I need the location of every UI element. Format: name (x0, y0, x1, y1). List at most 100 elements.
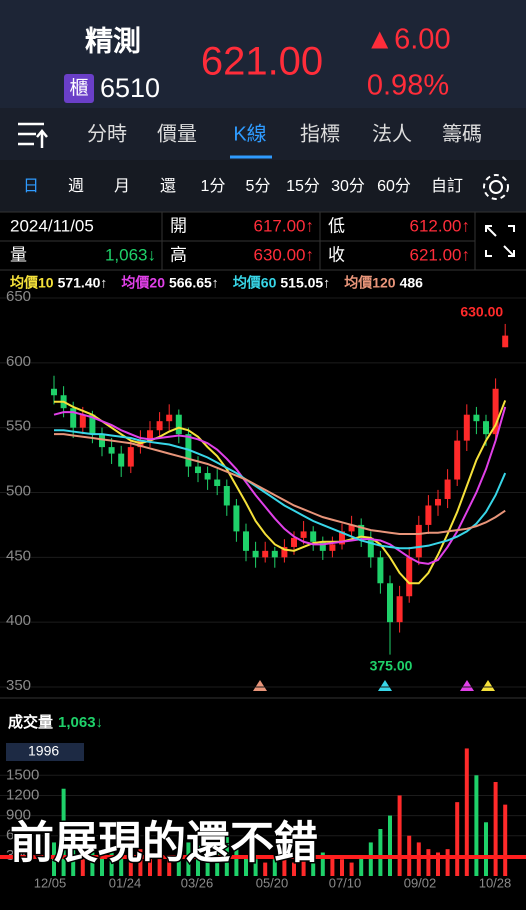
candle-body (377, 557, 384, 584)
x-tick-label: 05/20 (256, 875, 289, 890)
volume-bar (138, 849, 143, 876)
candle-body (51, 388, 57, 396)
tab[interactable]: 價量 (157, 122, 197, 145)
volume-bar (311, 855, 316, 876)
candle-body (492, 388, 499, 435)
candle-body (387, 583, 393, 623)
y-tick-label: 550 (6, 418, 31, 435)
volume-tick-label: 1200 (6, 786, 39, 803)
close-label: 收 (328, 245, 345, 264)
volume-bar (148, 852, 152, 876)
volume-bar (301, 859, 306, 876)
market: 櫃 (69, 77, 88, 99)
menu-icon[interactable] (18, 122, 48, 148)
tab[interactable]: 籌碼 (442, 122, 482, 145)
volume-bar (52, 842, 56, 876)
volume-bar (503, 804, 508, 876)
ma-line (53, 406, 507, 565)
ma-value: 486 (400, 275, 424, 291)
volume-bar (100, 855, 104, 876)
candle-body (348, 524, 355, 532)
volume-bar (455, 802, 460, 876)
ma-label: 均價20 (121, 275, 165, 291)
candle-body (147, 430, 153, 441)
candle-body (367, 537, 374, 558)
expand-icon[interactable] (485, 225, 515, 257)
tab[interactable]: 法人 (372, 122, 412, 145)
volume-bar (368, 842, 373, 876)
change-pct: 0.98% (367, 70, 449, 102)
candle-body (79, 414, 86, 428)
period[interactable]: 5分 (246, 177, 271, 195)
ma-line (54, 400, 507, 585)
settings-icon[interactable] (483, 174, 509, 200)
candle-body (262, 550, 269, 558)
y-tick-label: 350 (6, 677, 31, 694)
candle-body (156, 421, 163, 431)
period[interactable]: 自訂 (431, 177, 463, 195)
period[interactable]: 週 (68, 177, 84, 195)
period-bar (0, 160, 526, 212)
candle-body (291, 537, 297, 547)
x-tick-label: 10/28 (479, 875, 512, 890)
volume-bar (330, 855, 335, 876)
stock-name: 精測 (85, 25, 141, 56)
volume-bar (205, 849, 210, 876)
candle-body (454, 440, 461, 480)
candle-body (300, 531, 307, 538)
close: 621.00↑ (410, 245, 471, 264)
volume-bar (349, 862, 354, 876)
candle-body (329, 544, 336, 551)
candle-body (118, 453, 125, 467)
y-tick-label: 600 (6, 353, 31, 370)
volume-bar (157, 855, 162, 876)
period[interactable]: 1分 (201, 177, 226, 195)
candle-body (483, 421, 489, 435)
volume-bar (292, 862, 296, 876)
volume-bar (167, 855, 172, 876)
low-annotation: 375.00 (370, 657, 413, 673)
candle-body (214, 479, 221, 487)
ma-label: 均價120 (344, 275, 396, 291)
high-annotation: 630.00 (460, 304, 503, 320)
volume-bar (109, 845, 114, 876)
volume-bar (320, 852, 325, 876)
volume-bar (464, 748, 469, 876)
ma-value: 566.65↑ (169, 275, 219, 291)
chart: 350 400 450 500 550 600 650 630.00 375.00 成交量 1,06… (0, 288, 526, 890)
candle-body (425, 505, 432, 525)
period[interactable]: 60分 (377, 177, 411, 195)
low-label: 低 (328, 216, 345, 235)
ma-label: 均價10 (10, 275, 54, 291)
volume-bar (186, 842, 191, 876)
period[interactable]: 月 (114, 178, 130, 195)
volume-label: 量 (10, 245, 27, 264)
volume-bar (244, 855, 248, 876)
candle-body (415, 524, 422, 558)
x-tick-label: 07/10 (329, 875, 362, 890)
x-tick-label: 09/02 (404, 875, 437, 890)
y-tick-label: 450 (6, 547, 31, 564)
period[interactable]: 30分 (331, 177, 365, 195)
volume-value: 1,063↓ (58, 714, 103, 731)
stock-code: 6510 (100, 73, 160, 103)
ma-line (54, 429, 507, 550)
volume-tick-label: 900 (6, 807, 31, 824)
tab[interactable]: 指標 (300, 122, 340, 145)
volume-bar (215, 852, 220, 876)
tab[interactable]: K線 (233, 122, 266, 145)
candle-body (89, 414, 96, 435)
volume-bar (61, 788, 66, 876)
tab[interactable]: 分時 (87, 122, 127, 145)
volume-bar (176, 849, 181, 876)
volume-bar (493, 782, 498, 876)
candle-body (70, 408, 77, 428)
candle-body (310, 531, 317, 542)
period[interactable]: 日 (23, 178, 39, 195)
volume-bar (196, 845, 200, 876)
candle-body (243, 531, 249, 551)
period[interactable]: 還 (160, 177, 176, 195)
period[interactable]: 15分 (286, 177, 320, 195)
candle-body (223, 486, 230, 506)
